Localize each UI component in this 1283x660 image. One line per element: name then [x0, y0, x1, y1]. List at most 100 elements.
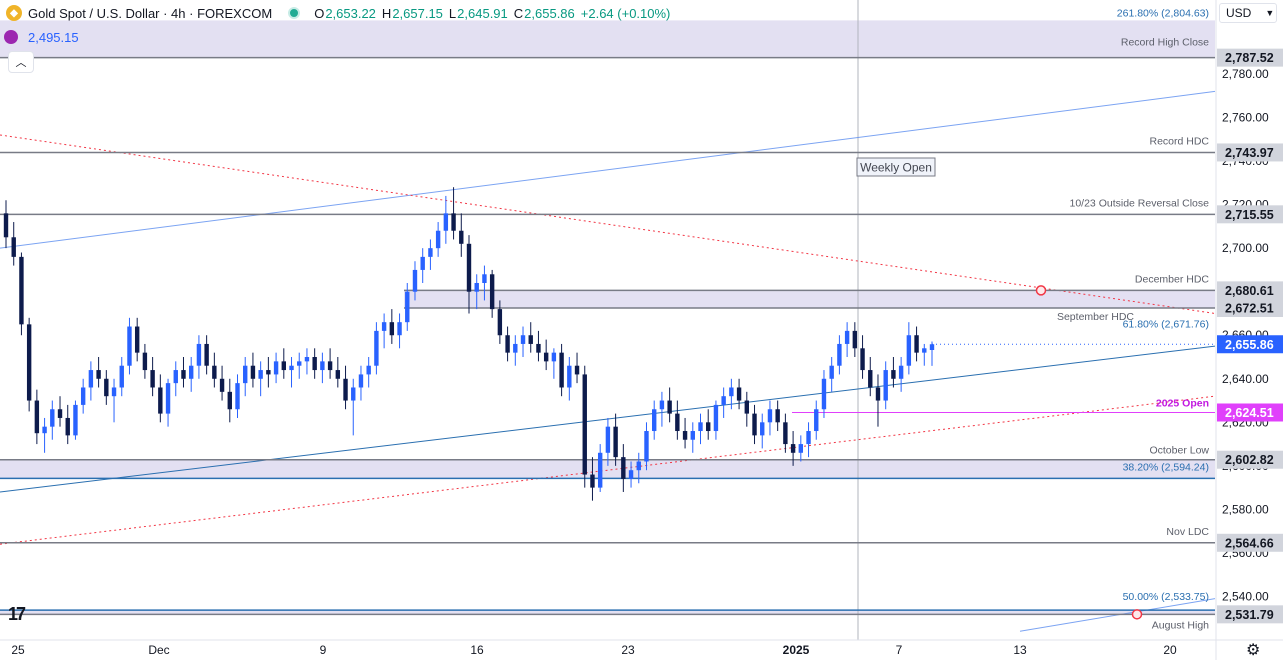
y-tick-label: 2,780.00	[1222, 67, 1269, 81]
y-tick-label: 2,540.00	[1222, 589, 1269, 603]
candle-body	[266, 370, 271, 375]
tradingview-logo[interactable]: 17	[8, 604, 26, 624]
candles-series	[3, 187, 935, 501]
candle-body	[891, 370, 896, 379]
candle-body	[312, 357, 317, 371]
candle-body	[520, 335, 526, 344]
symbol-title[interactable]: Gold Spot / U.S. Dollar · 4h · FOREXCOM	[28, 5, 273, 21]
candle-body	[73, 404, 78, 436]
candle-body	[104, 378, 109, 397]
candle-body	[682, 431, 688, 440]
x-tick-label: 23	[621, 643, 635, 657]
candle-body	[281, 361, 286, 371]
x-tick-label: 25	[11, 643, 25, 657]
candle-body	[127, 326, 132, 366]
candle-body	[165, 383, 171, 414]
currency-selector[interactable]: USD ▼	[1219, 3, 1277, 23]
high-label: H	[381, 5, 392, 21]
level-label-10: Nov LDC	[1166, 526, 1209, 538]
candle-body	[327, 361, 333, 371]
axis-level-5-label: 2,672.51	[1225, 302, 1274, 316]
candle-body	[636, 461, 641, 471]
candle-body	[852, 330, 858, 349]
candle-body	[806, 431, 811, 445]
indicator-legend[interactable]: 2,495.15	[4, 28, 79, 46]
axis-level-12-label: 2,531.79	[1225, 608, 1274, 622]
candle-body	[482, 274, 487, 283]
candle-body	[459, 230, 464, 244]
currency-label: USD	[1226, 6, 1252, 20]
red-dotted-support	[0, 395, 1216, 545]
x-tick-label: 7	[896, 643, 903, 657]
candle-body	[50, 409, 55, 427]
candle-body	[443, 213, 449, 231]
y-tick-label: 2,700.00	[1222, 241, 1269, 255]
axis-2025-open-box	[1217, 403, 1283, 422]
upper-blue-trendline	[0, 90, 1216, 249]
candle-body	[88, 370, 94, 388]
market-open-icon	[288, 7, 301, 19]
low-value: 2,645.91	[457, 5, 508, 21]
candle-body	[304, 357, 310, 362]
candle-body	[412, 269, 418, 292]
candle-body	[428, 248, 433, 257]
weekly-open-box	[856, 157, 936, 177]
time-axis[interactable]: 25 Dec 9 16 23 2025 7 13 20	[0, 639, 1283, 657]
candle-body	[181, 370, 186, 379]
candle-body	[783, 422, 788, 445]
candle-body	[273, 361, 279, 375]
candle-body	[844, 330, 850, 344]
collapse-legend-button[interactable]: ︿	[8, 51, 34, 73]
candle-body	[675, 413, 680, 432]
candle-body	[729, 387, 734, 397]
level-label-8: October Low	[1149, 445, 1209, 457]
candle-body	[698, 422, 703, 432]
candle-body	[381, 322, 387, 331]
level-label-4: December HDC	[1135, 273, 1210, 285]
candle-body	[497, 309, 503, 336]
zone-top	[0, 20, 1215, 58]
axis-current-price-box	[1217, 335, 1283, 354]
level-label-1: Record High Close	[1121, 37, 1209, 49]
zone-october-low	[0, 459, 1215, 479]
candle-body	[96, 370, 101, 379]
candle-body	[435, 230, 441, 249]
x-tick-label: 16	[470, 643, 484, 657]
candle-body	[34, 400, 40, 434]
axis-level-2-label: 2,743.97	[1225, 146, 1274, 160]
candle-body	[150, 370, 155, 388]
axis-level-1-box	[1217, 48, 1283, 67]
price-axis[interactable]: 2,540.002,560.002,580.002,600.002,620.00…	[1215, 0, 1283, 660]
settings-gear-icon[interactable]: ⚙	[1246, 642, 1261, 659]
candle-body	[752, 413, 757, 436]
candle-body	[597, 452, 603, 488]
candle-body	[250, 365, 256, 379]
axis-level-4-box	[1217, 281, 1283, 300]
candle-body	[258, 370, 263, 379]
candle-body	[736, 387, 742, 401]
candle-body	[204, 343, 209, 366]
candle-body	[860, 348, 865, 371]
candle-body	[898, 365, 904, 379]
candle-body	[551, 352, 557, 362]
axis-level-3-box	[1217, 205, 1283, 224]
candle-body	[914, 335, 919, 353]
axis-level-1-label: 2,787.52	[1225, 51, 1274, 65]
candle-body	[621, 457, 626, 479]
candle-body	[875, 387, 881, 401]
markers	[1035, 285, 1143, 620]
candle-body	[173, 370, 178, 384]
candle-body	[343, 378, 348, 401]
high-value: 2,657.15	[392, 5, 443, 21]
candle-body	[243, 365, 248, 384]
axis-current-price-label: 2,655.86	[1225, 338, 1274, 352]
candle-body	[922, 348, 927, 353]
candle-body	[142, 352, 148, 371]
candle-body	[335, 370, 341, 379]
candle-body	[760, 422, 765, 436]
candle-body	[111, 387, 117, 397]
candle-body	[790, 444, 796, 453]
level-label-11: 50.00% (2,533.75)	[1123, 591, 1209, 603]
axis-level-3-label: 2,715.55	[1225, 208, 1274, 222]
